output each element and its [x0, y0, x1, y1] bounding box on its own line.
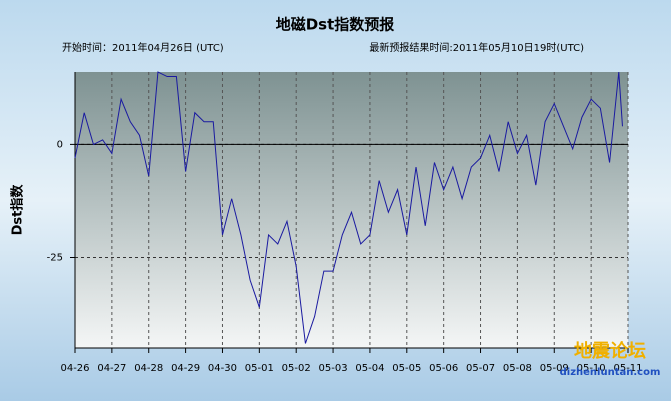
plot-area	[75, 72, 628, 348]
x-tick-label: 04-28	[134, 363, 163, 374]
watermark-url: dizhenluntan.com	[560, 367, 661, 378]
subtitle-right: 最新预报结果时间:2011年05月10日19时(UTC)	[369, 41, 584, 54]
subtitle-left: 开始时间：2011年04月26日 (UTC)	[62, 41, 224, 54]
x-tick-label: 04-29	[171, 363, 200, 374]
y-tick-label: -25	[47, 253, 63, 264]
x-tick-label: 05-07	[466, 363, 495, 374]
x-tick-label: 04-26	[60, 363, 89, 374]
chart-title: 地磁Dst指数预报	[276, 16, 395, 34]
x-tick-label: 04-27	[97, 363, 126, 374]
x-tick-label: 05-03	[319, 363, 348, 374]
x-tick-label: 05-02	[282, 363, 311, 374]
watermark: 地震论坛	[574, 340, 646, 362]
x-tick-label: 04-30	[208, 363, 237, 374]
x-tick-label: 05-06	[429, 363, 458, 374]
y-tick-label: 0	[57, 139, 63, 150]
x-tick-label: 05-04	[355, 363, 384, 374]
plot: -25 0 04-26 04-27 04-28 04-29 04-30 05-01 05-02 0…	[47, 71, 643, 374]
y-axis-label: Dst指数	[10, 184, 26, 236]
x-tick-label: 05-10	[577, 363, 606, 374]
x-tick-label: 05-08	[503, 363, 532, 374]
x-tick-label: 05-11	[613, 363, 642, 374]
x-tick-label: 05-05	[392, 363, 421, 374]
data-line	[74, 71, 623, 344]
x-tick-label: 05-09	[540, 363, 569, 374]
x-tick-label: 05-01	[245, 363, 274, 374]
